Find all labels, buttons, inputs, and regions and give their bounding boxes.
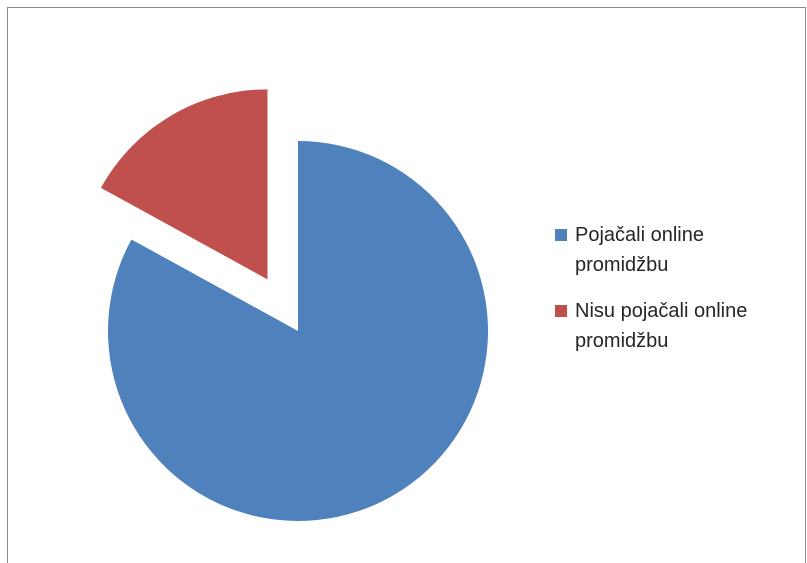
legend-swatch-blue	[555, 229, 567, 241]
legend-swatch-red	[555, 305, 567, 317]
legend: Pojačali online promidžbu Nisu pojačali …	[555, 220, 795, 372]
pie-slice-pojacali	[107, 141, 488, 521]
pie-slice-nisu-pojacali	[100, 89, 268, 280]
legend-item-pojacali: Pojačali online promidžbu	[555, 220, 795, 280]
legend-label-nisu-pojacali: Nisu pojačali online promidžbu	[575, 300, 748, 352]
legend-label-pojacali: Pojačali online promidžbu	[575, 224, 704, 276]
legend-item-nisu-pojacali: Nisu pojačali online promidžbu	[555, 296, 795, 356]
